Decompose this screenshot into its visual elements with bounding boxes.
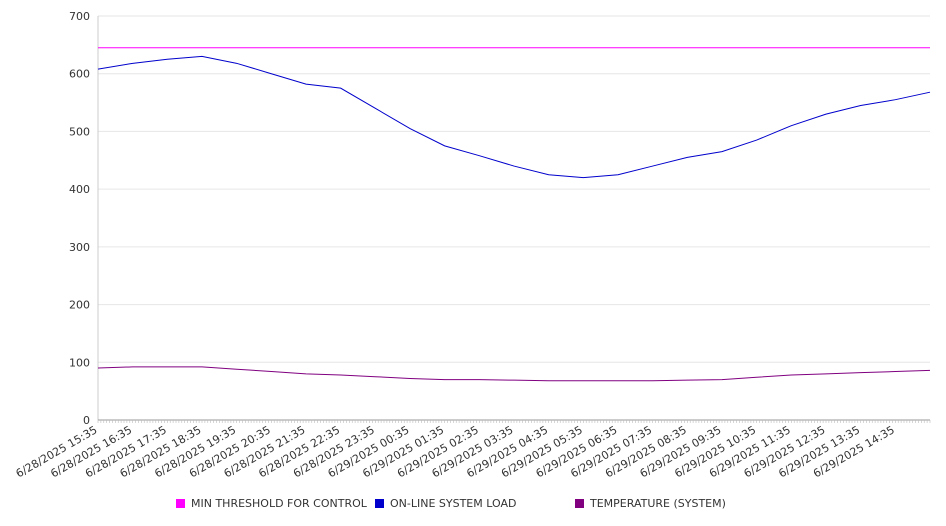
legend: MIN THRESHOLD FOR CONTROL ON-LINE SYSTEM … [0, 497, 946, 515]
legend-item: ON-LINE SYSTEM LOAD [375, 497, 516, 510]
y-tick-label: 100 [69, 356, 90, 369]
series-lines [97, 47, 931, 382]
y-tick-label: 600 [69, 68, 90, 81]
legend-item: TEMPERATURE (SYSTEM) [575, 497, 726, 510]
legend-label: ON-LINE SYSTEM LOAD [390, 497, 517, 510]
legend-swatch [176, 499, 185, 508]
legend-swatch [375, 499, 384, 508]
legend-item: MIN THRESHOLD FOR CONTROL [176, 497, 367, 510]
y-tick-label: 0 [83, 414, 90, 427]
y-tick-label: 200 [69, 299, 90, 312]
y-tick-label: 400 [69, 183, 90, 196]
y-tick-label: 700 [69, 10, 90, 23]
y-axis-ticks: 0 100 200 300 400 500 600 700 [69, 10, 90, 427]
y-tick-label: 300 [69, 241, 90, 254]
legend-label: MIN THRESHOLD FOR CONTROL [191, 497, 367, 510]
legend-label: TEMPERATURE (SYSTEM) [590, 497, 726, 510]
y-tick-label: 500 [69, 125, 90, 138]
series-line-1 [97, 55, 931, 179]
series-line-2 [97, 366, 931, 382]
legend-swatch [575, 499, 584, 508]
x-axis-ticks: 6/28/2025 15:356/28/2025 16:356/28/2025 … [14, 423, 897, 480]
grid [98, 15, 930, 421]
axes [97, 16, 931, 423]
